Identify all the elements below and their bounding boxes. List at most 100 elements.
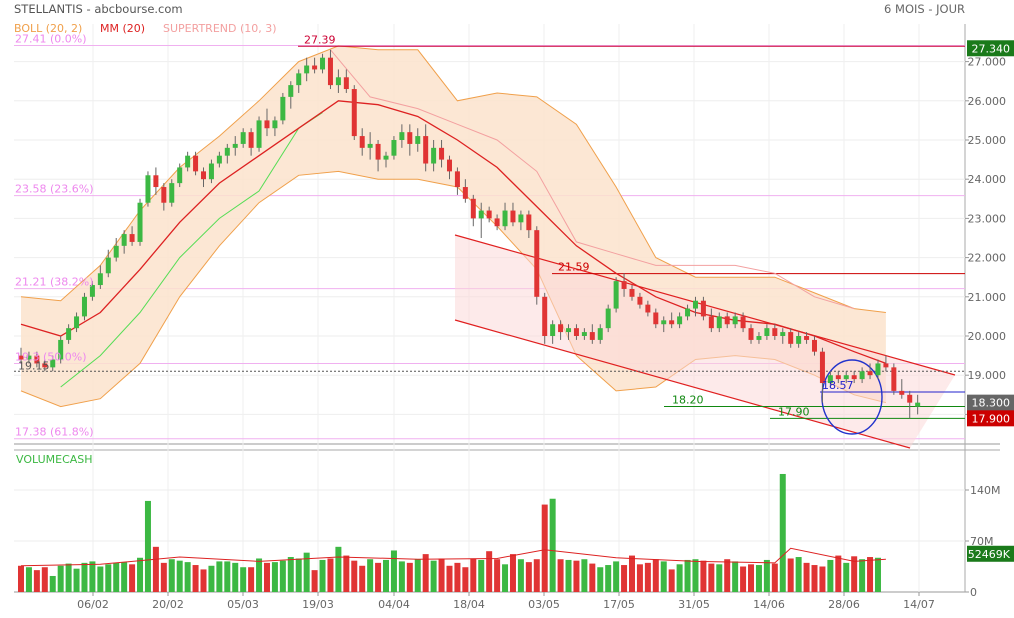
candle-body <box>637 296 643 305</box>
volume-bar <box>684 559 691 592</box>
volume-bar <box>486 551 493 592</box>
candle-body <box>113 245 119 258</box>
candle-body <box>439 147 445 160</box>
candle-body <box>542 296 548 336</box>
volume-bar <box>367 559 374 592</box>
price-tick-label: 25.000 <box>968 134 1007 147</box>
price-tag: 17.900 <box>972 412 1011 425</box>
candle-body <box>177 167 183 184</box>
x-tick-label: 31/05 <box>678 598 710 611</box>
volume-bar <box>565 559 572 592</box>
candle-body <box>304 65 310 74</box>
volume-bar <box>755 565 762 592</box>
candle-body <box>462 187 468 199</box>
candle-body <box>899 390 905 395</box>
candle-body <box>248 132 254 148</box>
volume-bar <box>168 559 175 592</box>
x-tick-label: 28/06 <box>828 598 860 611</box>
volume-bar <box>708 563 715 592</box>
candle-body <box>883 363 889 368</box>
supertrend-down-line <box>330 49 855 310</box>
candle-body <box>264 120 270 129</box>
indicator-lines <box>20 49 887 388</box>
candle-body <box>677 316 683 325</box>
price-tag-bg <box>967 410 1014 427</box>
volume-bar <box>263 562 270 592</box>
candle-body <box>685 308 691 317</box>
candles <box>18 49 921 419</box>
candle-body <box>153 175 159 188</box>
volume-bar <box>700 560 707 592</box>
candle-body <box>431 147 437 164</box>
volume-bar <box>303 552 310 592</box>
volume-bar <box>525 562 532 592</box>
volume-bar <box>41 567 48 592</box>
candle-body <box>502 210 508 227</box>
candle-body <box>748 328 754 340</box>
price-tick-label: 19.000 <box>968 369 1007 382</box>
candle-body <box>335 77 341 86</box>
hline-label: 18.20 <box>672 394 704 407</box>
fib-label: 19.3 (50.0%) <box>15 350 87 363</box>
volume-bar <box>541 504 548 592</box>
candle-body <box>137 202 143 242</box>
candle-body <box>343 77 349 90</box>
candle-body <box>129 234 135 242</box>
volume-bar <box>81 562 88 592</box>
reference-label: 19.15 <box>18 359 50 372</box>
candle-body <box>320 57 326 70</box>
volume-bar <box>732 561 739 592</box>
candle-body <box>526 214 532 231</box>
volume-bar <box>390 550 397 592</box>
volume-bar <box>319 559 326 592</box>
volume-bar <box>819 566 826 592</box>
candle-body <box>105 257 111 274</box>
candle-body <box>18 355 24 360</box>
volume-last-value: 52469K <box>968 548 1011 561</box>
volume-bar <box>803 562 810 592</box>
volume-bar <box>502 564 509 592</box>
volume-bar <box>462 567 469 592</box>
volume-tick-label: 70M <box>970 535 994 548</box>
volume-bar <box>200 569 207 592</box>
candle-body <box>280 96 286 121</box>
volume-bar <box>867 557 874 592</box>
candle-body <box>161 187 167 203</box>
candle-body <box>256 120 262 148</box>
x-tick-label: 17/05 <box>603 598 635 611</box>
supertrend-up-line <box>60 112 323 388</box>
volume-bar <box>137 557 144 592</box>
candle-body <box>423 136 429 164</box>
volume-bar <box>779 473 786 592</box>
candle-body <box>145 175 151 203</box>
candle-body <box>756 336 762 340</box>
candle-body <box>367 143 373 148</box>
volume-bar <box>327 558 334 592</box>
x-tick-label: 14/07 <box>903 598 935 611</box>
volume-bar <box>660 561 667 592</box>
volume-bar <box>33 570 40 592</box>
volume-bar <box>446 565 453 592</box>
candle-body <box>359 136 365 148</box>
volume-bar <box>795 557 802 592</box>
volume-bar <box>121 562 128 592</box>
x-tick-label: 04/04 <box>378 598 410 611</box>
candle-body <box>351 89 357 137</box>
volume-bar <box>589 563 596 592</box>
volume-bar <box>478 559 485 592</box>
labels: 27.000 26.000 25.000 24.000 23.000 22.000 21.0… <box>15 33 1014 611</box>
volume-bar <box>676 564 683 592</box>
candle-body <box>42 363 48 368</box>
volume-bar <box>49 575 56 592</box>
price-tag: 27.340 <box>972 42 1011 55</box>
candle-body <box>550 324 556 336</box>
volume-bar <box>438 558 445 592</box>
volume-bar <box>787 558 794 592</box>
volume-bar <box>192 565 199 592</box>
candle-body <box>597 328 603 340</box>
volume-bar <box>184 562 191 592</box>
candle-body <box>558 324 564 333</box>
volume-bar <box>533 559 540 592</box>
candle-body <box>296 73 302 86</box>
